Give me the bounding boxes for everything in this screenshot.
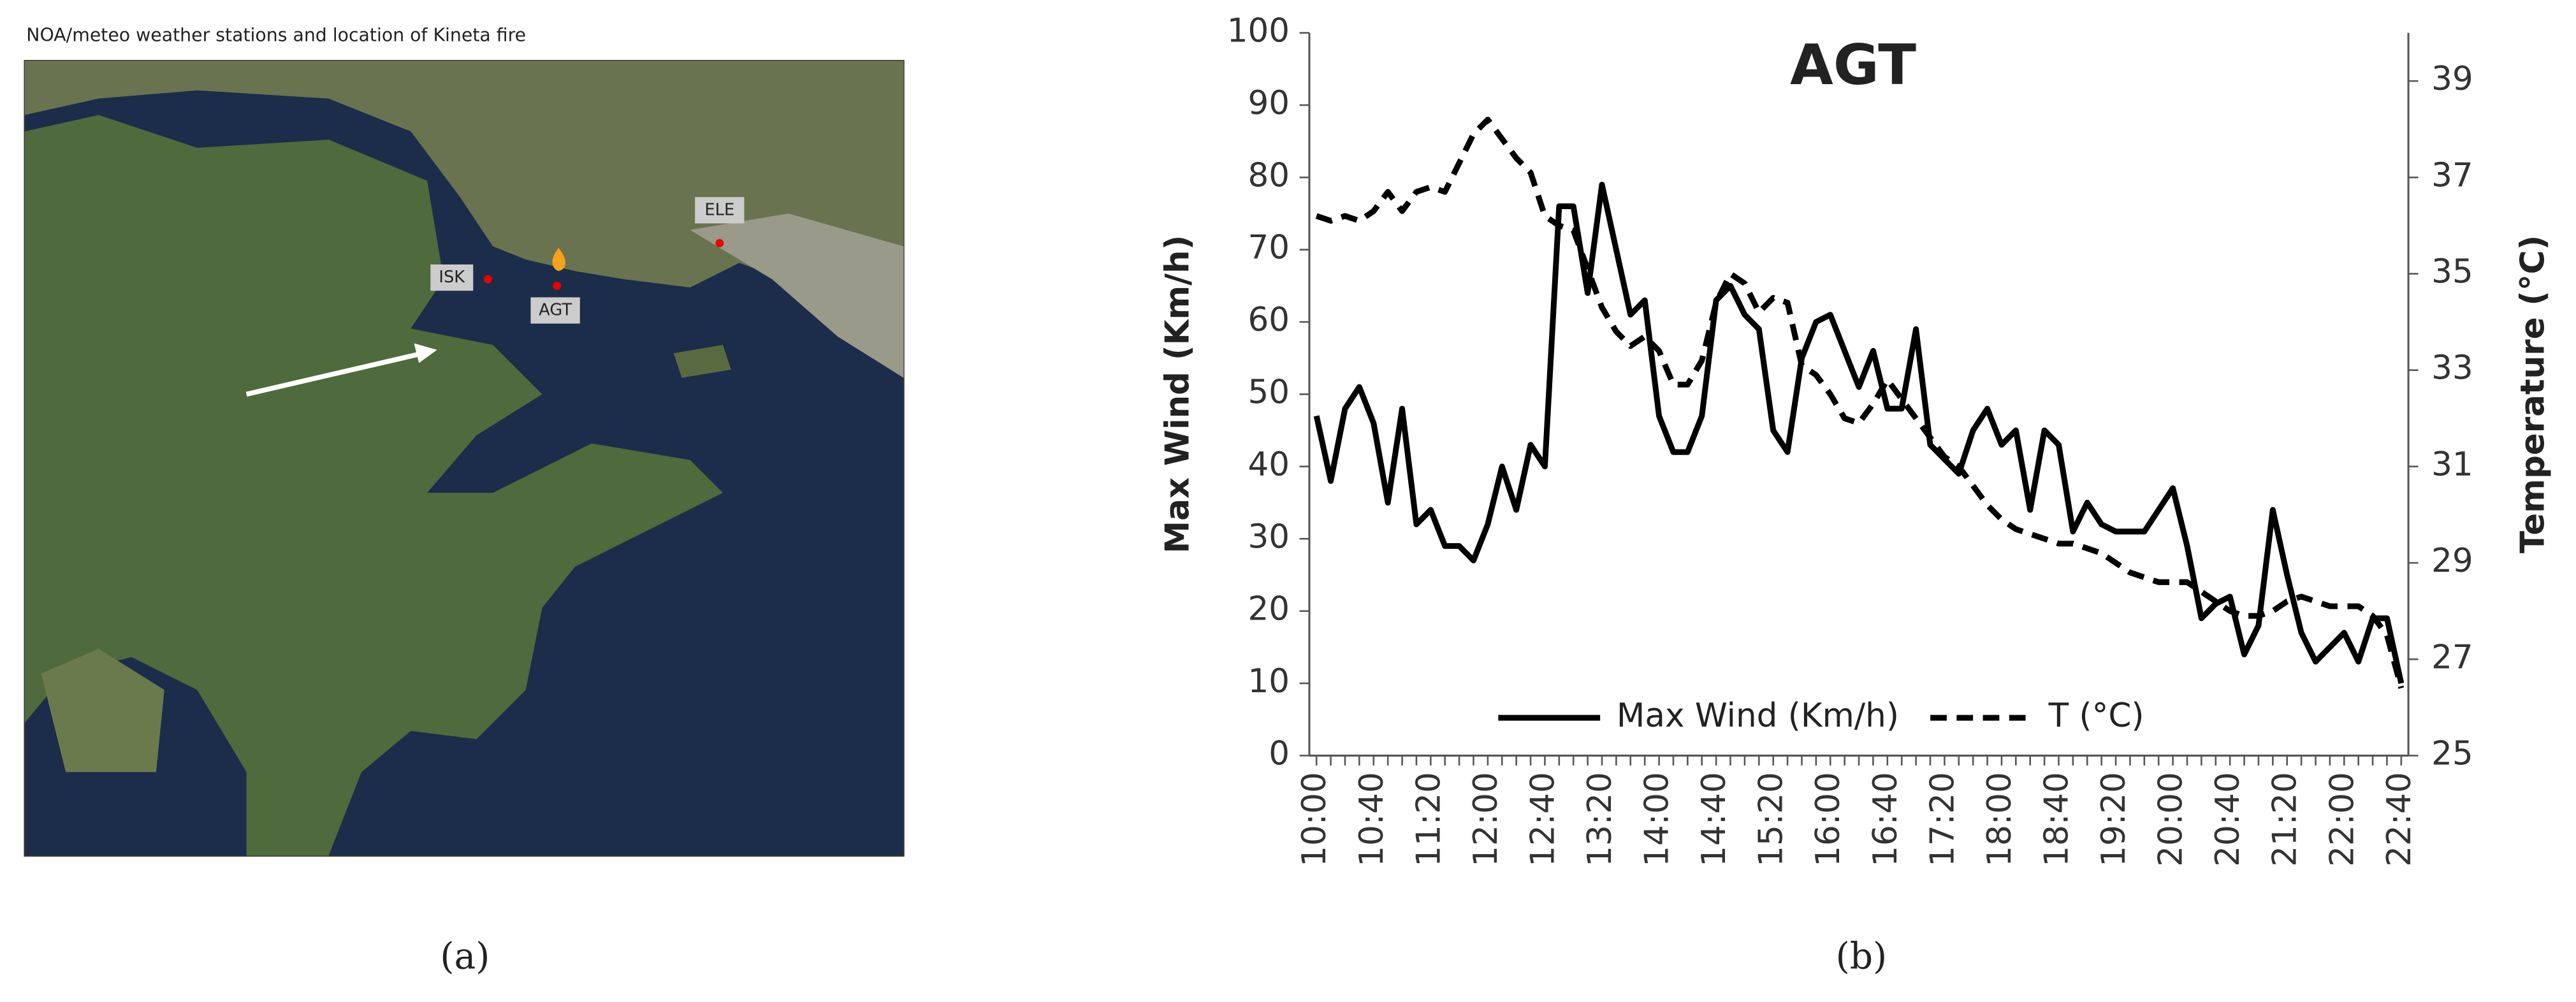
map-land [41,648,164,773]
y-tick-label: 50 [1248,373,1290,411]
y2-axis-label: Temperature (°C) [2514,235,2552,553]
station-label: ISK [439,268,465,287]
wind-arrow-head [414,343,437,363]
y2-tick-label: 39 [2431,60,2473,98]
x-tick-label: 22:40 [2380,772,2419,867]
y-tick-label: 90 [1248,84,1290,122]
x-tick-label: 18:00 [1981,772,2019,867]
fire-icon [552,248,565,272]
y-axis-label: Max Wind (Km/h) [1158,235,1197,553]
y-tick-label: 10 [1248,662,1290,701]
x-tick-label: 12:40 [1524,772,1562,867]
x-tick-label: 22:00 [2323,772,2361,867]
y2-tick-label: 27 [2431,638,2473,676]
map: ISK AGT ELE [24,60,905,857]
y2-tick-label: 33 [2431,349,2473,388]
station-marker [553,281,562,290]
map-island [673,345,731,378]
x-tick-label: 20:40 [2209,772,2247,867]
x-tick-label: 14:00 [1638,772,1677,867]
x-tick-label: 12:00 [1467,772,1505,867]
panel-label: (a) [440,935,490,977]
x-tick-label: 11:20 [1409,772,1448,867]
station-label-box [430,264,474,291]
y2-tick-label: 29 [2431,542,2473,580]
legend-label: T (°C) [2048,697,2144,735]
x-tick-label: 19:20 [2095,772,2133,867]
x-tick-label: 17:20 [1923,772,1961,867]
y-tick-label: 60 [1248,301,1290,339]
station-marker [715,238,724,247]
x-tick-label: 20:00 [2152,772,2190,867]
chart-title: AGT [1790,33,1916,98]
y-tick-label: 40 [1248,446,1290,484]
x-tick-label: 15:20 [1752,772,1791,867]
y-tick-label: 70 [1248,229,1290,267]
y-tick-label: 0 [1269,734,1290,773]
series-line [1313,182,2405,685]
y-tick-label: 20 [1248,590,1290,628]
station-label: ELE [704,200,734,219]
x-tick-label: 16:40 [1867,772,1905,867]
series-line [1315,117,2405,689]
map-title: NOA/meteo weather stations and location … [26,25,526,46]
map-land [24,115,723,856]
y2-tick-label: 37 [2431,156,2473,194]
station-label-box [530,297,580,324]
station-label-box [695,197,745,224]
station-label: AGT [539,301,572,320]
y2-tick-label: 35 [2431,253,2473,291]
y2-tick-label: 25 [2431,734,2473,773]
x-tick-label: 13:20 [1581,772,1619,867]
map-land [24,61,904,378]
panel-label: (b) [1836,935,1888,977]
y2-tick-label: 31 [2431,446,2473,484]
wind-arrow [245,349,432,397]
legend-label: Max Wind (Km/h) [1617,697,1899,735]
y-tick-label: 30 [1248,518,1290,556]
x-tick-label: 10:40 [1353,772,1391,867]
x-tick-label: 21:20 [2266,772,2304,867]
y-tick-label: 80 [1248,156,1290,194]
x-tick-label: 10:00 [1295,772,1334,867]
map-urban [690,214,904,378]
x-tick-label: 14:40 [1695,772,1733,867]
y-tick-label: 100 [1227,12,1290,50]
station-marker [484,275,492,284]
x-tick-label: 18:40 [2037,772,2076,867]
x-tick-label: 16:00 [1809,772,1847,867]
